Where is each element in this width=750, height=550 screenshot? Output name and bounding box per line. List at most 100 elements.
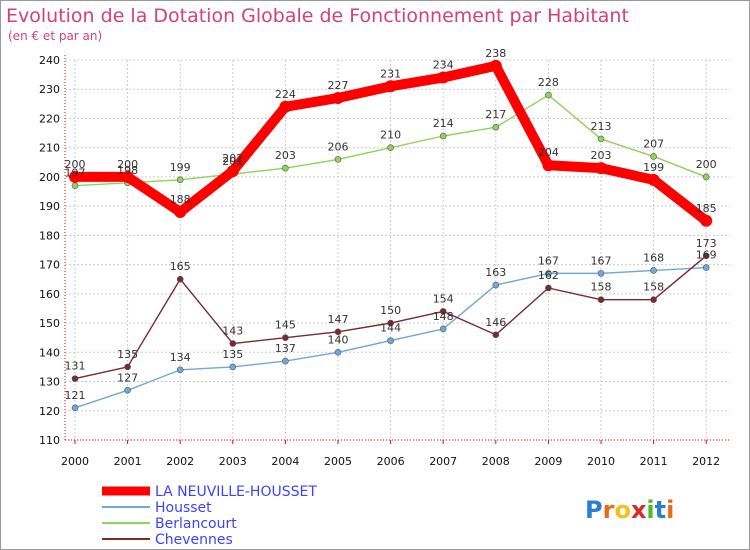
- data-point: [174, 206, 187, 218]
- data-point: [176, 275, 184, 283]
- data-label: 200: [65, 158, 86, 171]
- data-label: 198: [117, 164, 138, 177]
- data-label: 168: [643, 251, 664, 264]
- data-point: [545, 91, 552, 99]
- data-point: [229, 340, 237, 347]
- data-point: [124, 363, 131, 371]
- legend-label: Chevennes: [155, 532, 233, 548]
- data-label: 199: [643, 161, 664, 174]
- data-label: 140: [328, 333, 349, 346]
- data-point: [492, 331, 500, 339]
- label-layer: 200 200 188 202 224 227 231 234 238 204 203 199 185 1…: [65, 47, 717, 402]
- data-label: 131: [65, 360, 86, 373]
- data-label: 202: [222, 152, 243, 165]
- data-label: 173: [696, 237, 717, 250]
- logo-letter: x: [631, 496, 647, 524]
- data-label: 207: [643, 137, 664, 150]
- data-label: 204: [538, 146, 559, 159]
- data-label: 224: [275, 88, 296, 101]
- data-label: 169: [696, 249, 717, 262]
- data-label: 213: [591, 120, 612, 133]
- y-tick-label: 180: [39, 229, 60, 242]
- data-label: 150: [380, 304, 401, 317]
- data-point: [176, 366, 184, 374]
- data-label: 121: [65, 389, 86, 402]
- series-layer: [69, 59, 713, 412]
- logo-text: Proxiti: [585, 496, 674, 524]
- data-point: [702, 173, 710, 181]
- data-label: 158: [643, 281, 664, 294]
- data-label: 135: [117, 348, 138, 361]
- data-point: [545, 270, 552, 277]
- y-tick-label: 210: [39, 142, 60, 155]
- data-point: [439, 325, 447, 333]
- data-label: 165: [170, 260, 191, 273]
- proxiti-logo: Proxiti: [585, 496, 674, 524]
- data-point: [702, 264, 710, 271]
- data-label: 158: [591, 281, 612, 294]
- data-point: [71, 182, 79, 189]
- data-point: [595, 162, 607, 175]
- data-point: [597, 270, 605, 277]
- data-label: 144: [380, 322, 401, 335]
- data-point: [387, 337, 394, 344]
- x-tick-label: 2003: [219, 455, 247, 468]
- data-label: 127: [117, 371, 138, 384]
- data-label: 147: [328, 313, 349, 326]
- data-point: [69, 170, 81, 183]
- chart-title: Evolution de la Dotation Globale de Fonc…: [6, 5, 629, 27]
- data-point: [279, 100, 292, 113]
- data-label: 199: [170, 161, 191, 174]
- data-point: [437, 71, 450, 84]
- data-point: [282, 334, 289, 341]
- data-label: 134: [170, 351, 191, 364]
- data-point: [597, 135, 605, 143]
- x-tick-label: 2002: [166, 455, 194, 468]
- data-label: 137: [275, 342, 296, 355]
- data-label: 200: [696, 158, 717, 171]
- data-point: [650, 267, 657, 274]
- data-label: 145: [275, 319, 296, 332]
- data-label: 162: [538, 269, 559, 282]
- data-label: 227: [328, 79, 349, 92]
- data-label: 143: [222, 325, 243, 338]
- logo-letter: i: [646, 496, 654, 524]
- x-tick-label: 2004: [271, 455, 299, 468]
- y-tick-label: 160: [39, 288, 60, 301]
- data-point: [282, 357, 289, 365]
- data-label: 167: [591, 254, 612, 267]
- data-label: 163: [485, 266, 506, 279]
- data-point: [542, 159, 555, 172]
- data-label: 234: [433, 59, 454, 72]
- data-point: [226, 165, 239, 178]
- data-point: [176, 176, 184, 184]
- x-tick-label: 2008: [482, 455, 510, 468]
- data-point: [439, 308, 447, 315]
- y-tick-label: 110: [39, 434, 60, 447]
- x-tick-label: 2012: [692, 455, 720, 468]
- y-tick-label: 200: [39, 171, 60, 184]
- data-label: 135: [222, 348, 243, 361]
- y-tick-label: 140: [39, 346, 60, 359]
- data-point: [387, 144, 394, 151]
- data-point: [282, 164, 289, 172]
- data-label: 200: [117, 158, 138, 171]
- data-label: 203: [591, 149, 612, 162]
- y-tick-label: 170: [39, 259, 60, 272]
- x-tick-label: 2009: [534, 455, 562, 468]
- data-label: 206: [328, 140, 349, 153]
- chart-subtitle: (en € et par an): [8, 29, 102, 43]
- data-point: [121, 170, 134, 183]
- logo-letter: t: [655, 496, 666, 524]
- data-label: 188: [170, 193, 191, 206]
- x-tick-label: 2000: [61, 455, 89, 468]
- x-tick-label: 2006: [377, 455, 405, 468]
- data-label: 201: [222, 155, 243, 168]
- data-point: [71, 404, 79, 412]
- legend-label: LA NEUVILLE-HOUSSET: [155, 484, 317, 500]
- data-point: [334, 328, 342, 336]
- data-point: [334, 156, 342, 163]
- logo-letter: P: [585, 496, 603, 524]
